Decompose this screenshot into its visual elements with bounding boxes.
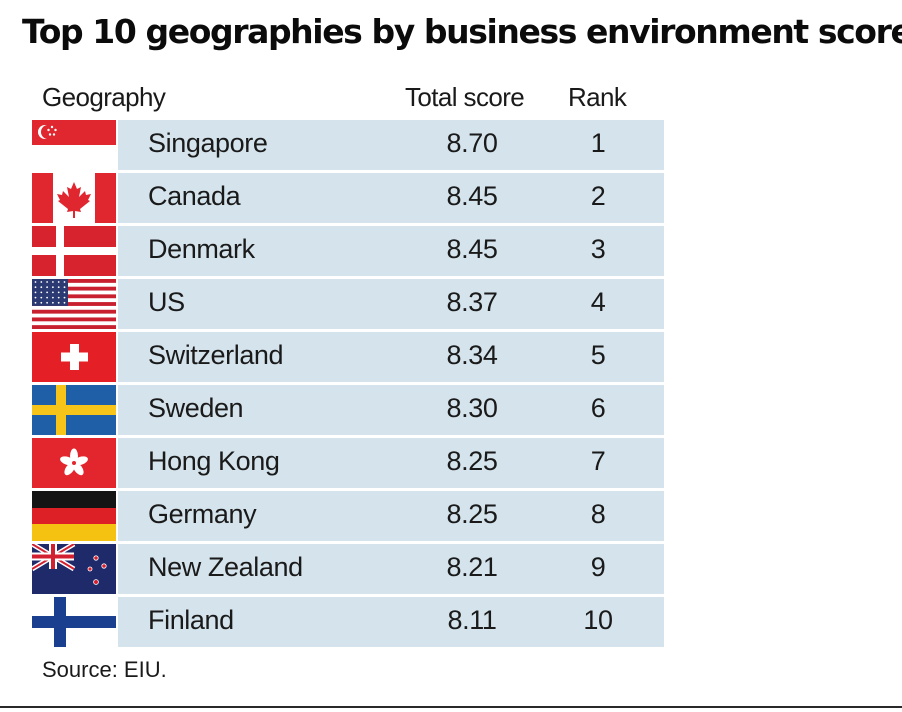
us-flag-icon [32,279,116,329]
denmark-flag-icon [32,226,116,276]
total-score: 8.37 [446,287,498,317]
rank: 6 [590,393,606,423]
geography-name: Singapore [148,128,268,158]
table-row: Sweden 8.30 6 [32,383,664,435]
total-score: 8.45 [446,181,498,211]
total-score: 8.25 [446,499,498,529]
geography-name: Sweden [148,393,244,423]
column-header-rank: Rank [568,82,627,112]
table-row: Denmark 8.45 3 [32,224,664,276]
total-score: 8.34 [446,340,498,370]
germany-flag-icon [32,491,116,541]
row-background [118,597,664,647]
row-background [118,544,664,594]
row-background [118,173,664,223]
source-note: Source: EIU. [42,657,167,682]
total-score: 8.11 [447,605,497,635]
table-row: US 8.37 4 [32,277,664,329]
rank: 10 [583,605,613,635]
table-row: Finland 8.11 10 [32,595,664,647]
finland-flag-icon [32,597,116,647]
geography-name: Denmark [148,234,255,264]
hong-kong-flag-icon [32,438,116,488]
table-row: Hong Kong 8.25 7 [32,436,664,488]
total-score: 8.21 [446,552,498,582]
new-zealand-flag-icon [32,544,116,594]
rank: 5 [590,340,606,370]
subtitle-cropped [22,66,542,72]
total-score: 8.45 [446,234,498,264]
bottom-divider [0,706,902,708]
geography-name: Hong Kong [148,446,280,476]
row-background [118,120,664,170]
table-row: Germany 8.25 8 [32,489,664,541]
row-background [118,385,664,435]
row-background [118,491,664,541]
row-background [118,332,664,382]
column-header-geography: Geography [42,82,166,112]
singapore-flag-icon [32,120,116,170]
total-score: 8.70 [446,128,498,158]
table-row: Switzerland 8.34 5 [32,330,664,382]
total-score: 8.30 [446,393,498,423]
row-background [118,438,664,488]
geography-name: Germany [148,499,257,529]
table-row: Canada 8.45 2 [32,171,664,223]
geography-name: New Zealand [148,552,303,582]
row-background [118,226,664,276]
column-header-total-score: Total score [405,82,525,112]
rank: 3 [590,234,606,264]
rank: 2 [590,181,606,211]
switzerland-flag-icon [32,332,116,382]
rank: 8 [590,499,606,529]
geography-name: Switzerland [148,340,284,370]
row-background [118,279,664,329]
geography-name: US [148,287,185,317]
geography-name: Canada [148,181,241,211]
geography-name: Finland [148,605,234,635]
chart-title: Top 10 geographies by business environme… [22,12,902,51]
total-score: 8.25 [446,446,498,476]
sweden-flag-icon [32,385,116,435]
rank: 1 [590,128,606,158]
rank: 4 [590,287,606,317]
rank: 9 [590,552,606,582]
table-row: Singapore 8.70 1 [32,118,664,170]
canada-flag-icon [32,173,116,223]
rank: 7 [590,446,606,476]
table-row: New Zealand 8.21 9 [32,542,664,594]
